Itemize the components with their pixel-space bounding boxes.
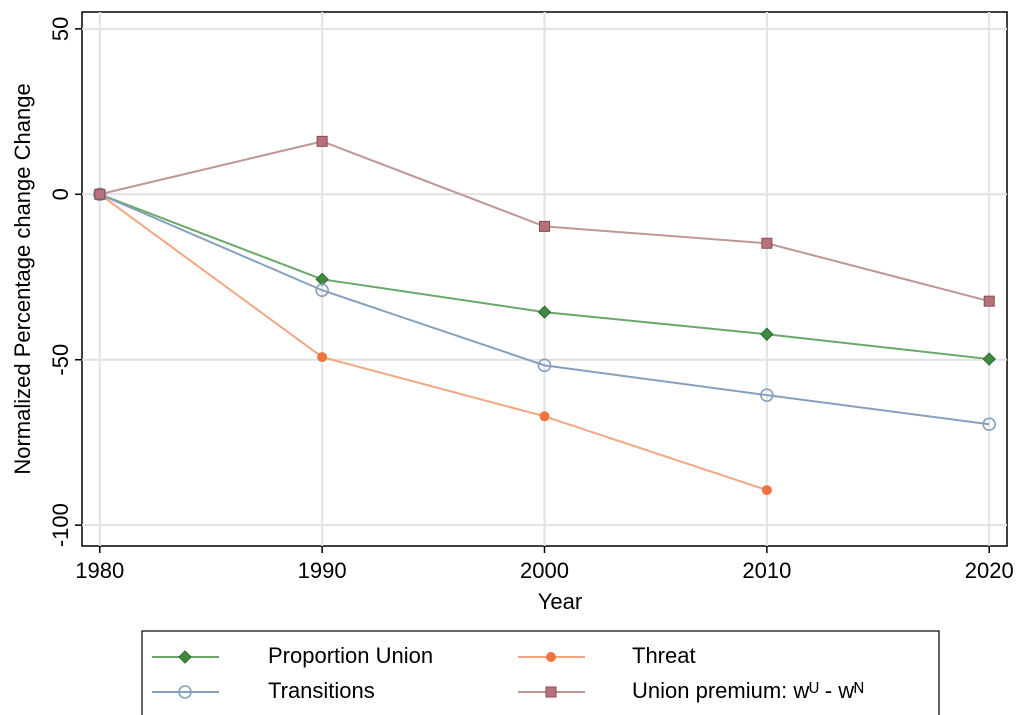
x-axis-label: Year xyxy=(538,589,582,614)
marker xyxy=(317,352,328,363)
legend-marker xyxy=(546,652,556,662)
marker xyxy=(761,237,773,249)
marker xyxy=(539,411,550,422)
legend-box xyxy=(141,630,940,715)
marker xyxy=(760,388,774,402)
y-tick-label: -50 xyxy=(48,344,73,376)
marker xyxy=(760,327,774,341)
marker xyxy=(983,295,995,307)
x-tick-label: 2000 xyxy=(520,558,569,583)
legend-label: Proportion Union xyxy=(268,643,433,668)
legend-marker xyxy=(178,685,192,699)
marker xyxy=(982,352,996,366)
legend-label: Transitions xyxy=(268,678,375,703)
marker xyxy=(761,485,772,496)
x-tick-label: 1980 xyxy=(75,558,124,583)
legend-marker xyxy=(178,650,192,664)
x-tick-label: 2020 xyxy=(965,558,1014,583)
marker xyxy=(92,187,107,202)
series-line xyxy=(99,193,990,426)
marker xyxy=(94,188,106,200)
y-axis-label: Normalized Percentage change Change xyxy=(10,83,35,474)
marker xyxy=(982,417,997,432)
y-tick-label: 50 xyxy=(48,17,73,41)
series-line xyxy=(99,193,768,492)
x-tick-label: 1990 xyxy=(298,558,347,583)
x-tick-label: 2010 xyxy=(742,558,791,583)
marker xyxy=(315,272,329,287)
legend-marker xyxy=(545,686,557,698)
y-tick-label: -100 xyxy=(48,503,73,547)
marker xyxy=(539,220,550,232)
y-tick-label: 0 xyxy=(48,188,73,200)
legend-label: Threat xyxy=(632,643,696,668)
marker xyxy=(315,283,329,298)
marker xyxy=(316,135,328,147)
marker xyxy=(537,358,552,373)
legend-label: Union premium: wᵁ - wᴺ xyxy=(632,678,864,703)
marker xyxy=(537,305,552,319)
